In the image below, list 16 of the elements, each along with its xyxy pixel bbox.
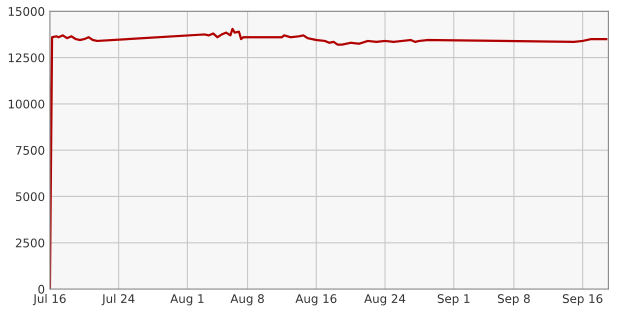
x-tick-label: Aug 24 [364, 294, 406, 306]
x-tick-label: Sep 16 [562, 294, 602, 306]
x-tick-label: Sep 1 [438, 294, 470, 306]
y-tick-label: 5000 [16, 192, 44, 202]
y-tick-label: 12500 [8, 53, 44, 62]
x-tick-label: Jul 24 [102, 294, 135, 306]
x-tick-label: Sep 8 [498, 294, 530, 306]
x-tick-label: Aug 8 [230, 294, 264, 306]
x-tick-label: Aug 16 [295, 294, 336, 306]
x-tick-label: Jul 16 [32, 294, 66, 306]
y-tick-label: 0 [38, 284, 44, 294]
y-tick-label: 2500 [16, 238, 44, 248]
y-tick-label: 7500 [16, 146, 44, 155]
x-tick-label: Aug 1 [170, 294, 204, 306]
y-tick-label: 10000 [8, 100, 44, 109]
y-tick-label: 15000 [8, 7, 44, 16]
